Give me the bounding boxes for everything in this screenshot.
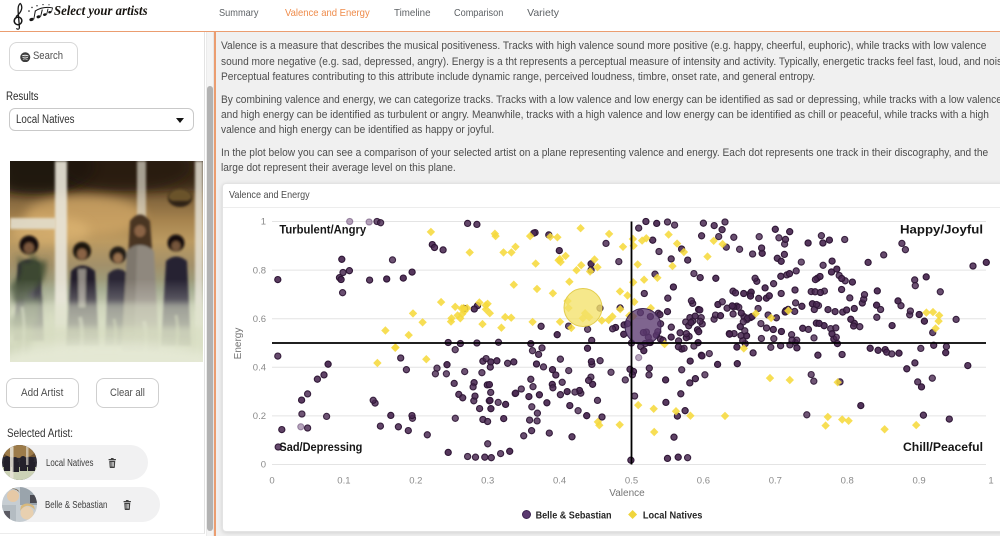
svg-text:0.9: 0.9	[913, 476, 926, 487]
svg-text:0.8: 0.8	[253, 266, 266, 277]
svg-text:0.4: 0.4	[253, 363, 266, 374]
svg-text:Sad/Depressing: Sad/Depressing	[279, 443, 362, 455]
svg-text:0.2: 0.2	[253, 412, 266, 423]
svg-text:0: 0	[269, 476, 274, 487]
svg-text:Chill/Peaceful: Chill/Peaceful	[903, 443, 983, 455]
svg-text:0.3: 0.3	[481, 476, 494, 487]
svg-text:0: 0	[261, 460, 266, 471]
svg-text:Local Natives: Local Natives	[643, 510, 703, 522]
svg-text:Turbulent/Angry: Turbulent/Angry	[279, 225, 366, 237]
svg-text:0.2: 0.2	[409, 476, 422, 487]
svg-text:0.6: 0.6	[697, 476, 710, 487]
svg-text:Energy: Energy	[233, 328, 244, 360]
svg-text:1: 1	[261, 217, 266, 228]
svg-text:0.7: 0.7	[769, 476, 782, 487]
svg-text:1: 1	[988, 476, 993, 487]
svg-text:Happy/Joyful: Happy/Joyful	[900, 225, 983, 237]
svg-text:0.4: 0.4	[553, 476, 566, 487]
svg-text:0.6: 0.6	[253, 314, 266, 325]
svg-text:Valence: Valence	[609, 488, 645, 499]
svg-text:Belle & Sebastian: Belle & Sebastian	[536, 510, 612, 522]
svg-text:0.5: 0.5	[625, 476, 638, 487]
svg-text:0.1: 0.1	[337, 476, 350, 487]
svg-text:0.8: 0.8	[841, 476, 854, 487]
